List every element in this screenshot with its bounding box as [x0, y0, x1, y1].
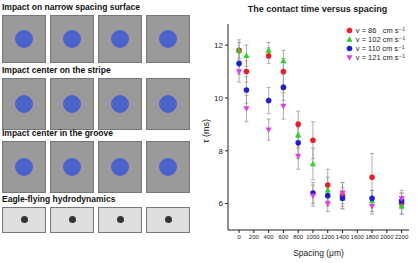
html-text:v = 86 cm s⁻¹: v = 86 cm s⁻¹: [355, 26, 405, 35]
svg-text:2000: 2000: [380, 234, 394, 240]
svg-text:2200: 2200: [395, 234, 409, 240]
svg-text:1000: 1000: [306, 234, 320, 240]
svg-text:Spacing (μm): Spacing (μm): [293, 248, 344, 258]
svg-text:8: 8: [219, 147, 224, 156]
html-text:v = 110 cm s⁻¹: v = 110 cm s⁻¹: [355, 44, 405, 53]
svg-text:6: 6: [219, 199, 224, 208]
html-text:v = 121 cm s⁻¹: v = 121 cm s⁻¹: [355, 53, 405, 62]
html-text:Impact on narrow spacing surfa: Impact on narrow spacing surface: [2, 2, 140, 12]
svg-text:200: 200: [249, 234, 260, 240]
html-text:Impact center in the groove: Impact center in the groove: [2, 128, 113, 138]
svg-text:1400: 1400: [336, 234, 350, 240]
svg-text:600: 600: [278, 234, 289, 240]
svg-text:1600: 1600: [351, 234, 365, 240]
svg-text:400: 400: [264, 234, 275, 240]
svg-text:1200: 1200: [321, 234, 335, 240]
html-text:The contact time versus spacin: The contact time versus spacing: [247, 4, 388, 14]
svg-text:12: 12: [214, 41, 223, 50]
svg-text:10: 10: [214, 94, 223, 103]
html-text:Impact center on the stripe: Impact center on the stripe: [2, 65, 111, 75]
svg-text:0: 0: [237, 234, 241, 240]
svg-text:800: 800: [293, 234, 304, 240]
svg-text:1800: 1800: [365, 234, 379, 240]
html-text:Eagle-flying hydrodynamics: Eagle-flying hydrodynamics: [2, 194, 116, 204]
html-text:v = 102 cm s⁻¹: v = 102 cm s⁻¹: [355, 35, 405, 44]
svg-text:τ (ms): τ (ms): [201, 119, 211, 143]
